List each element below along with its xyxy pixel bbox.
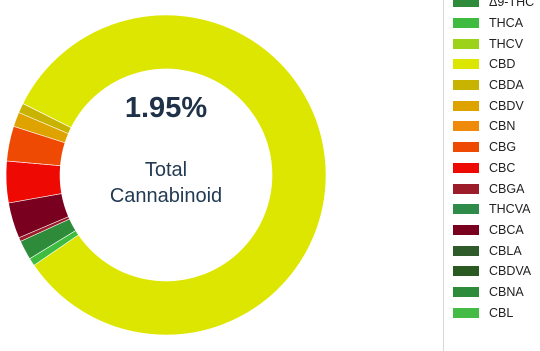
legend-label: CBDVA [489,264,532,279]
legend-item[interactable]: THCV [453,33,534,54]
total-value: 1.95% [124,92,208,124]
legend-swatch [453,307,479,318]
legend-item[interactable]: CBDV [453,95,534,116]
legend-label: CBNA [489,284,524,299]
legend-label: CBD [489,57,516,72]
legend-label: Δ9-THC [489,0,535,10]
legend-label: CBCA [489,222,524,237]
legend-label: CBDA [489,78,524,93]
legend-swatch [453,245,479,256]
legend-item[interactable]: Δ9-THC [453,0,534,13]
legend-swatch [453,204,479,215]
total-caption-line-2: Cannabinoid [109,185,223,207]
legend-swatch [453,162,479,173]
legend-swatch [453,266,479,277]
legend-item[interactable]: CBLA [453,240,534,261]
legend: Δ9-THC THCA THCV CBD CBDA CBDV CBN CBG CBC CBGA TH… [443,0,540,351]
legend-label: CBLA [489,243,522,258]
legend-item[interactable]: THCVA [453,199,534,220]
legend-swatch [453,286,479,297]
legend-label: THCV [489,36,524,51]
legend-label: CBN [489,119,516,134]
legend-label: CBGA [489,181,525,196]
donut-chart-svg [5,14,327,336]
legend-swatch [453,183,479,194]
legend-list: Δ9-THC THCA THCV CBD CBDA CBDV CBN CBG CBC CBGA TH… [453,0,534,323]
legend-swatch [453,142,479,153]
legend-label: CBC [489,160,516,175]
legend-item[interactable]: CBGA [453,178,534,199]
donut-chart: 1.95% Total Cannabinoid [5,14,327,336]
legend-swatch [453,100,479,111]
legend-item[interactable]: CBL [453,302,534,323]
legend-item[interactable]: THCA [453,13,534,34]
legend-swatch [453,80,479,91]
donut-slice[interactable] [18,103,72,134]
legend-swatch [453,18,479,29]
total-caption-line-1: Total [144,159,188,181]
legend-swatch [453,121,479,132]
legend-label: THCVA [489,202,531,217]
legend-item[interactable]: CBNA [453,282,534,303]
legend-item[interactable]: CBC [453,158,534,179]
legend-label: CBL [489,305,514,320]
legend-swatch [453,0,479,8]
legend-label: THCA [489,16,524,31]
legend-item[interactable]: CBD [453,54,534,75]
donut-slice[interactable] [22,14,327,336]
legend-item[interactable]: CBG [453,137,534,158]
legend-swatch [453,38,479,49]
legend-item[interactable]: CBDA [453,75,534,96]
legend-item[interactable]: CBDVA [453,261,534,282]
legend-label: CBG [489,140,517,155]
legend-item[interactable]: CBCA [453,220,534,241]
legend-label: CBDV [489,98,524,113]
legend-item[interactable]: CBN [453,116,534,137]
legend-swatch [453,59,479,70]
total-caption: Total Cannabinoid [36,157,296,209]
legend-swatch [453,224,479,235]
